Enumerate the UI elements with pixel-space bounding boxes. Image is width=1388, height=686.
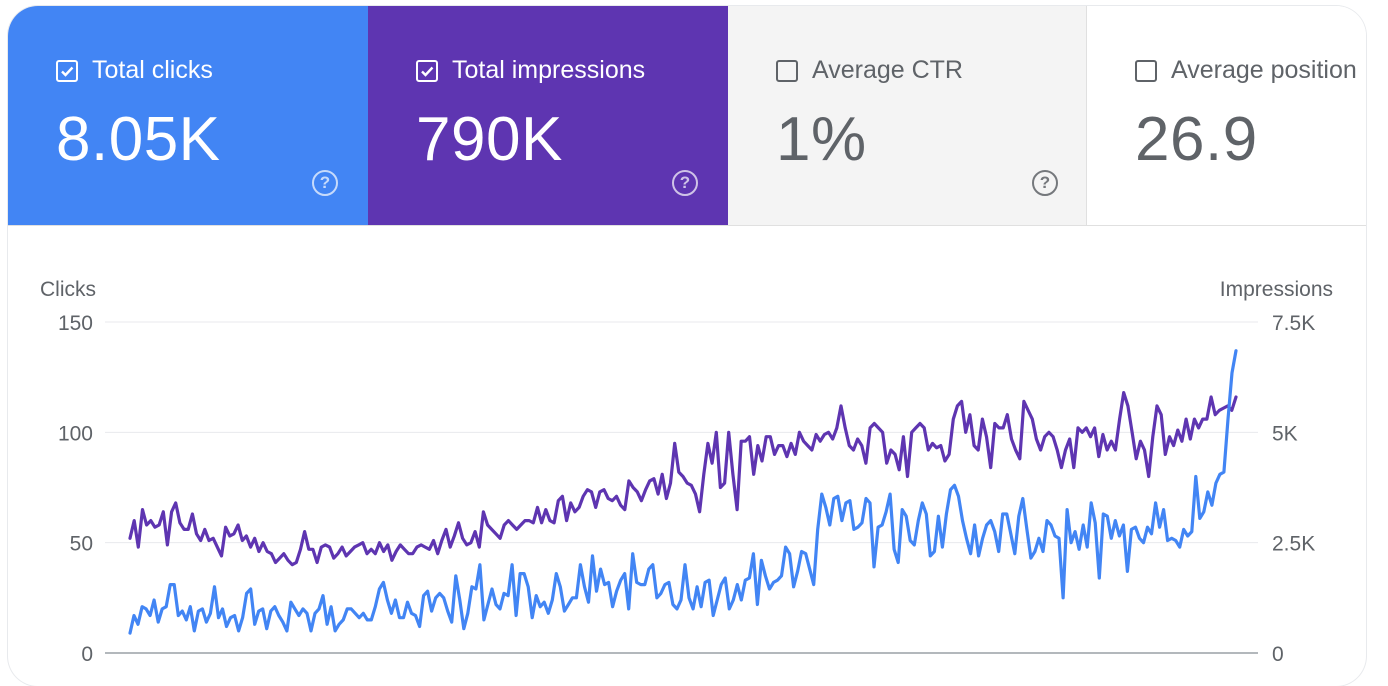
checkbox-unchecked-icon[interactable] (1135, 59, 1157, 82)
chart-area: 0 50 100 150 0 2.5K 5K 7.5K Clicks Impressions (8, 225, 1366, 686)
metric-tile-total-clicks[interactable]: Total clicks 8.05K ? (8, 6, 368, 225)
y-axis-left-title: Clicks (40, 278, 96, 301)
y-axis-right-title: Impressions (1220, 278, 1333, 301)
metric-tiles: Total clicks 8.05K ? Total impressions 7… (8, 6, 1366, 225)
metric-value: 26.9 (1135, 105, 1258, 174)
help-icon[interactable]: ? (1032, 170, 1058, 196)
y-axis-right-tick-label: 0 (1272, 643, 1284, 666)
performance-line-chart: 0 50 100 150 0 2.5K 5K 7.5K Clicks Impressions (40, 278, 1333, 666)
metric-label-row: Total clicks (56, 56, 213, 85)
metric-value: 1% (776, 105, 867, 174)
checkbox-checked-icon[interactable] (416, 59, 438, 82)
y-axis-right-tick-label: 7.5K (1272, 312, 1315, 335)
series-line-clicks (128, 349, 1238, 635)
metric-label-row: Total impressions (416, 56, 645, 85)
metric-label: Total clicks (92, 56, 213, 84)
metric-label: Total impressions (452, 56, 646, 84)
metric-value: 790K (416, 105, 563, 174)
series-line-impressions (128, 391, 1238, 567)
metric-tile-average-position[interactable]: Average position 26.9 (1086, 6, 1366, 225)
metric-label: Average CTR (812, 56, 963, 84)
metric-label-row: Average CTR (776, 56, 963, 85)
metric-tile-average-ctr[interactable]: Average CTR 1% ? (728, 6, 1086, 225)
y-axis-right-tick-label: 5K (1272, 422, 1298, 445)
metric-tile-total-impressions[interactable]: Total impressions 790K ? (368, 6, 728, 225)
y-axis-left-tick-label: 50 (70, 533, 93, 556)
metric-value: 8.05K (56, 105, 221, 174)
y-axis-left-tick-label: 0 (81, 643, 93, 666)
y-axis-left-tick-label: 100 (58, 422, 93, 445)
y-axis-left-tick-label: 150 (58, 312, 93, 335)
metric-label: Average position (1171, 56, 1357, 84)
performance-card: Total clicks 8.05K ? Total impressions 7… (8, 6, 1366, 686)
y-axis-right-tick-label: 2.5K (1272, 533, 1315, 556)
checkbox-unchecked-icon[interactable] (776, 59, 798, 82)
metric-label-row: Average position (1135, 56, 1357, 85)
checkbox-checked-icon[interactable] (56, 59, 78, 82)
help-icon[interactable]: ? (312, 170, 338, 196)
help-icon[interactable]: ? (672, 170, 698, 196)
